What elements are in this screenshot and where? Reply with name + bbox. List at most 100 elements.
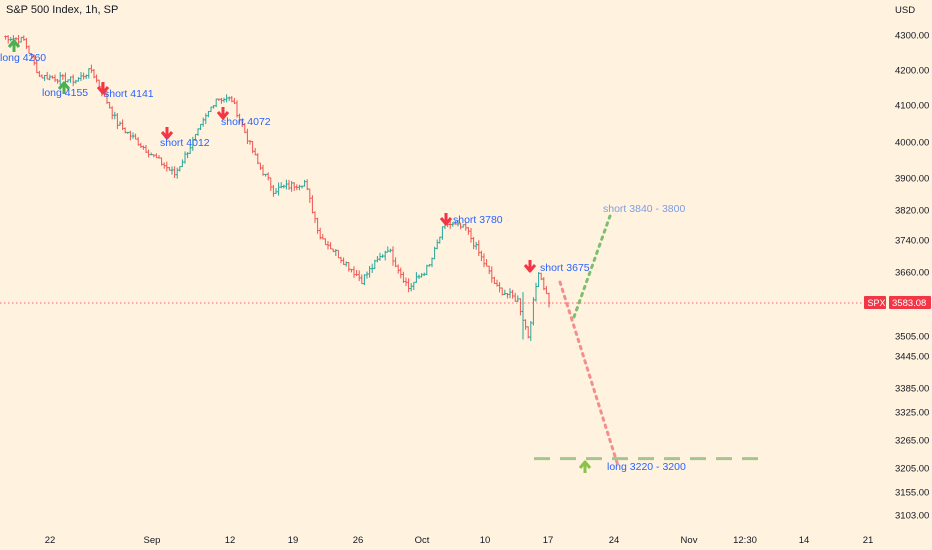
ohlc-bar [357,270,361,282]
ohlc-bar [25,37,28,49]
ohlc-bar [396,264,400,274]
y-tick-label: 3660.00 [895,268,929,279]
ohlc-bar [217,98,221,101]
ohlc-bar [240,119,244,127]
ohlc-bar [227,96,231,102]
ohlc-bar [537,271,540,288]
y-tick-label: 3325.00 [895,408,929,419]
ohlc-bar [22,35,26,41]
ohlc-bar [204,113,208,125]
ohlc-bar [233,97,236,105]
last-price-badge: SPX 3583.08 [864,296,931,309]
ohlc-bar [40,74,44,79]
ohlc-bar [264,173,267,177]
ohlc-bar [126,131,130,134]
y-tick-label: 4300.00 [895,31,929,42]
ohlc-bars [4,35,551,342]
x-tick-label: 12:30 [733,535,757,546]
ohlc-bar [305,179,309,191]
ohlc-bar [279,182,283,189]
ohlc-bar [74,79,78,84]
ohlc-bar [519,298,522,316]
ohlc-bar [9,36,13,42]
ohlc-bar [337,249,340,259]
ohlc-bar [329,242,332,250]
symbol-label: SPX [868,298,886,308]
arrow-head [96,86,110,95]
ohlc-bar [347,262,351,272]
ohlc-bar [438,236,442,244]
short-arrow-icon [523,260,537,273]
ohlc-bar [425,264,429,276]
ohlc-bar [243,122,247,134]
x-tick-label: 26 [353,535,364,546]
ohlc-bar [448,220,452,229]
ohlc-bar [162,162,166,169]
symbol-badge-bg [864,296,886,309]
y-tick-label: 3103.00 [895,511,929,522]
ohlc-bar [459,222,462,230]
ohlc-bar [248,140,252,145]
ohlc-bar [482,253,486,268]
ohlc-bar [214,98,218,108]
x-tick-label: 14 [799,535,810,546]
y-tick-label: 3505.00 [895,332,929,343]
ohlc-bar [467,226,470,235]
annotation-long-4260: long 4260 [0,52,46,64]
ohlc-bar [220,97,223,104]
ohlc-bar [196,128,200,136]
y-tick-label: 4100.00 [895,101,929,112]
ohlc-bar [441,226,444,240]
ohlc-bar [526,326,530,339]
ohlc-bar [19,36,23,43]
ohlc-bar [508,288,512,299]
annotation-short-3840-3800: short 3840 - 3800 [603,203,685,215]
short-arrow-icon [216,107,230,120]
short-arrow-icon [160,127,174,140]
projection-up [572,214,612,319]
ohlc-bar [339,256,343,264]
projection-down [558,280,620,468]
ohlc-bar [428,264,431,267]
ohlc-bar [355,270,358,277]
ohlc-bar [318,227,322,240]
ohlc-bar [324,238,327,246]
arrow-head [578,460,592,469]
ohlc-bar [407,278,410,293]
ohlc-bar [43,74,46,82]
ohlc-bar [412,281,416,291]
long-arrow-icon [57,81,71,94]
annotation-short-3675: short 3675 [540,262,590,274]
ohlc-bar [435,239,439,250]
ohlc-bar [474,241,478,250]
ohlc-bar [230,96,234,103]
ohlc-bar [420,273,423,278]
y-tick-label: 3265.00 [895,436,929,447]
annotation-short-4141: short 4141 [104,88,154,100]
ohlc-bar [308,188,312,203]
ohlc-bar [451,222,455,227]
ohlc-bar [477,240,481,257]
ohlc-bar [287,179,291,190]
ohlc-bar [415,272,418,283]
annotation-short-4072: short 4072 [221,116,271,128]
short-arrow-icon [439,213,453,226]
ohlc-bar [69,76,72,83]
ohlc-bar [53,74,57,83]
ohlc-bar [464,221,468,231]
ohlc-bar [511,289,514,299]
ohlc-bar [461,224,465,228]
ohlc-bar [303,179,306,187]
ohlc-bar [298,184,301,191]
ohlc-bar [506,293,509,299]
ohlc-bar [545,285,548,295]
ohlc-bar [4,35,7,40]
ohlc-bar [422,272,426,277]
arrow-head [439,217,453,226]
x-tick-label: 22 [45,535,56,546]
ohlc-bar [142,145,145,150]
ohlc-bar [404,277,408,286]
ohlc-bar [503,289,507,296]
ohlc-bar [92,68,96,79]
